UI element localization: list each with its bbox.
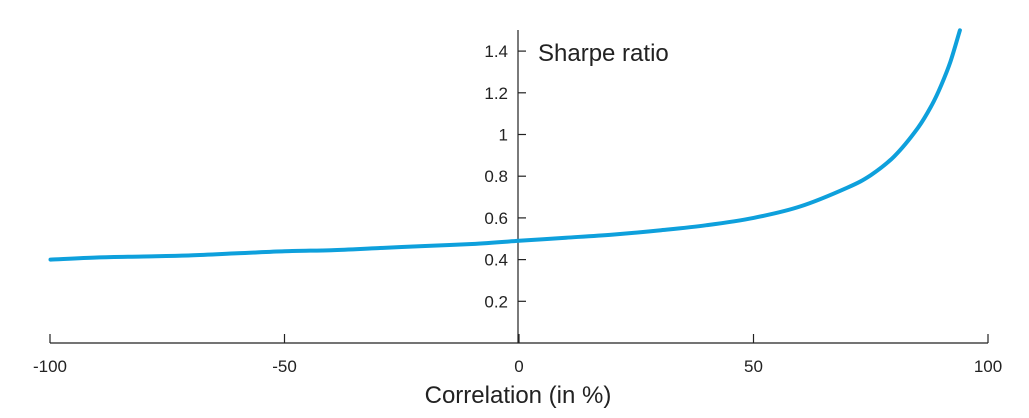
y-tick-label: 0.2	[484, 292, 508, 311]
y-axis-title: Sharpe ratio	[538, 40, 669, 67]
x-tick-label: -100	[33, 357, 67, 376]
y-tick-label: 0.4	[484, 251, 508, 270]
x-axis-ticks: -100 -50 0 50 100	[33, 334, 1002, 376]
y-tick-label: 1.4	[484, 42, 508, 61]
y-tick-label: 0.6	[484, 209, 508, 228]
y-tick-label: 1.2	[484, 84, 508, 103]
x-axis-title: Correlation (in %)	[425, 382, 612, 409]
sharpe-ratio-series-line	[48, 28, 962, 262]
x-tick-label: 50	[744, 357, 763, 376]
x-tick-label: 100	[974, 357, 1002, 376]
y-tick-label: 0.8	[484, 167, 508, 186]
y-axis-ticks: 0.2 0.4 0.6 0.8 1 1.2 1.4	[484, 42, 526, 311]
x-tick-label: -50	[272, 357, 297, 376]
y-tick-label: 1	[499, 126, 508, 145]
x-tick-label: 0	[514, 357, 523, 376]
